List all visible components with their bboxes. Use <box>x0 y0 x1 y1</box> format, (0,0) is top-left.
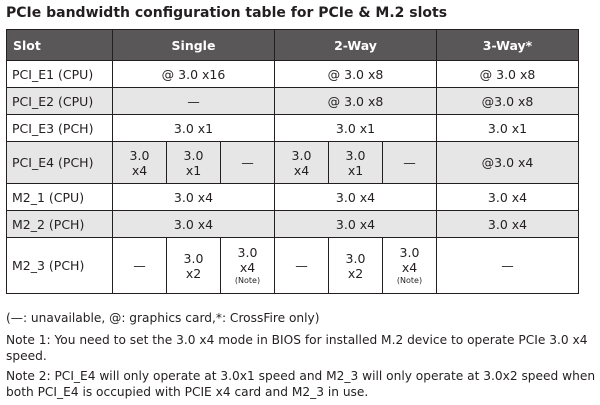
slot-cell: PCI_E3 (PCH) <box>6 114 113 142</box>
slot-cell: M2_1 (CPU) <box>6 183 113 211</box>
slot-cell: M2_3 (PCH) <box>6 237 113 294</box>
two-way-cell: 3.0 x4 <box>274 210 437 238</box>
slot-cell: PCI_E4 (PCH) <box>6 141 113 184</box>
single-sub-cell: 3.0 x2 <box>166 237 221 294</box>
table-row: M2_1 (CPU) 3.0 x4 3.0 x4 3.0 x4 <box>6 183 579 211</box>
three-way-cell: @3.0 x4 <box>436 141 579 184</box>
two-way-sub-cell: 3.0 x4 (Note) <box>382 237 437 294</box>
three-way-cell: — <box>436 237 579 294</box>
table-row: PCI_E1 (CPU) @ 3.0 x16 @ 3.0 x8 @ 3.0 x8 <box>6 60 579 88</box>
single-cell: @ 3.0 x16 <box>112 60 275 88</box>
two-way-sub-cell: 3.0 x4 <box>274 141 329 184</box>
three-way-cell: 3.0 x1 <box>436 114 579 142</box>
slot-cell: PCI_E2 (CPU) <box>6 87 113 115</box>
header-row: Slot Single 2-Way 3-Way* <box>6 29 579 61</box>
note-marker: (Note) <box>234 276 261 285</box>
two-way-cell: @ 3.0 x8 <box>274 60 437 88</box>
three-way-cell: 3.0 x4 <box>436 210 579 238</box>
header-3-way: 3-Way* <box>436 29 579 61</box>
three-way-cell: 3.0 x4 <box>436 183 579 211</box>
two-way-sub-cell: — <box>274 237 329 294</box>
single-cell: 3.0 x1 <box>112 114 275 142</box>
two-way-sub-cell: 3.0 x1 <box>328 141 383 184</box>
two-way-sub-cell: — <box>382 141 437 184</box>
table-title: PCIe bandwidth configuration table for P… <box>6 5 448 21</box>
table-row: M2_2 (PCH) 3.0 x4 3.0 x4 3.0 x4 <box>6 210 579 238</box>
note-1: Note 1: You need to set the 3.0 x4 mode … <box>6 333 588 363</box>
table-row: PCI_E4 (PCH) 3.0 x4 3.0 x1 — 3.0 x4 3.0 … <box>6 141 579 184</box>
table-row: PCI_E2 (CPU) — @ 3.0 x8 @3.0 x8 <box>6 87 579 115</box>
single-cell: — <box>112 87 275 115</box>
note-marker: (Note) <box>396 276 423 285</box>
slot-cell: PCI_E1 (CPU) <box>6 60 113 88</box>
three-way-cell: @3.0 x8 <box>436 87 579 115</box>
single-sub-cell: 3.0 x4 (Note) <box>220 237 275 294</box>
single-cell: 3.0 x4 <box>112 210 275 238</box>
header-2-way: 2-Way <box>274 29 437 61</box>
table-row: M2_3 (PCH) — 3.0 x2 3.0 x4 (Note) — 3.0 x… <box>6 237 579 294</box>
three-way-cell: @ 3.0 x8 <box>436 60 579 88</box>
two-way-cell: 3.0 x4 <box>274 183 437 211</box>
table-row: PCI_E3 (PCH) 3.0 x1 3.0 x1 3.0 x1 <box>6 114 579 142</box>
slot-cell: M2_2 (PCH) <box>6 210 113 238</box>
two-way-sub-cell: 3.0 x2 <box>328 237 383 294</box>
single-sub-cell: — <box>112 237 167 294</box>
legend-text: (—: unavailable, @: graphics card,*: Cro… <box>6 311 320 325</box>
single-sub-cell: — <box>220 141 275 184</box>
single-sub-cell: 3.0 x1 <box>166 141 221 184</box>
single-sub-cell: 3.0 x4 <box>112 141 167 184</box>
two-way-cell: @ 3.0 x8 <box>274 87 437 115</box>
header-single: Single <box>112 29 275 61</box>
note-2: Note 2: PCI_E4 will only operate at 3.0x… <box>6 369 596 399</box>
pcie-bandwidth-table: Slot Single 2-Way 3-Way* PCI_E1 (CPU) @ … <box>6 29 579 294</box>
two-way-cell: 3.0 x1 <box>274 114 437 142</box>
header-slot: Slot <box>6 29 113 61</box>
single-cell: 3.0 x4 <box>112 183 275 211</box>
